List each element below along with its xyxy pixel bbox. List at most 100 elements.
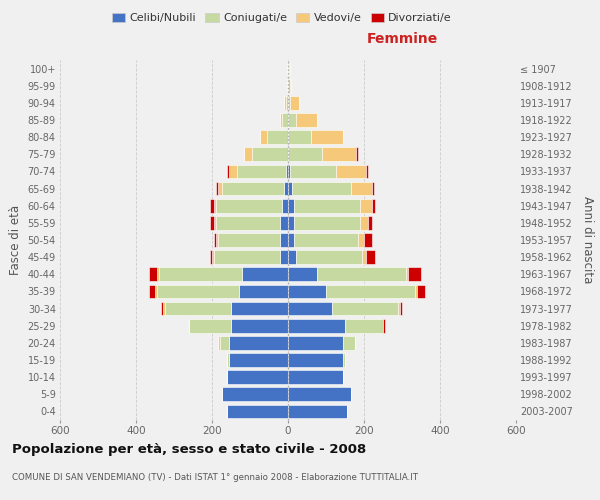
Bar bbox=[362, 250, 366, 264]
Bar bbox=[214, 233, 216, 247]
Bar bbox=[292, 182, 350, 196]
Bar bbox=[210, 216, 214, 230]
Bar bbox=[288, 284, 326, 298]
Bar bbox=[415, 284, 417, 298]
Bar bbox=[218, 336, 220, 349]
Bar bbox=[216, 233, 218, 247]
Bar bbox=[371, 199, 376, 212]
Text: COMUNE DI SAN VENDEMIANO (TV) - Dati ISTAT 1° gennaio 2008 - Elaborazione TUTTIT: COMUNE DI SAN VENDEMIANO (TV) - Dati IST… bbox=[12, 472, 418, 482]
Bar bbox=[288, 96, 290, 110]
Bar bbox=[287, 62, 288, 76]
Bar bbox=[288, 62, 289, 76]
Bar bbox=[286, 164, 288, 178]
Bar bbox=[284, 182, 288, 196]
Bar bbox=[283, 113, 288, 127]
Bar bbox=[317, 268, 406, 281]
Bar bbox=[280, 250, 288, 264]
Bar bbox=[288, 130, 311, 144]
Bar bbox=[210, 199, 214, 212]
Bar bbox=[356, 148, 358, 161]
Bar bbox=[227, 370, 288, 384]
Y-axis label: Anni di nascita: Anni di nascita bbox=[581, 196, 595, 284]
Text: Popolazione per età, sesso e stato civile - 2008: Popolazione per età, sesso e stato civil… bbox=[12, 442, 366, 456]
Bar bbox=[149, 268, 157, 281]
Bar bbox=[288, 388, 350, 401]
Bar bbox=[189, 319, 231, 332]
Bar bbox=[216, 216, 280, 230]
Bar bbox=[288, 336, 343, 349]
Bar bbox=[364, 233, 371, 247]
Bar bbox=[343, 353, 345, 367]
Bar bbox=[332, 302, 398, 316]
Bar bbox=[237, 164, 286, 178]
Bar bbox=[280, 113, 283, 127]
Bar bbox=[218, 233, 280, 247]
Bar bbox=[252, 148, 288, 161]
Bar bbox=[149, 284, 155, 298]
Bar bbox=[398, 302, 400, 316]
Bar bbox=[326, 284, 415, 298]
Bar bbox=[288, 79, 290, 92]
Bar bbox=[400, 302, 402, 316]
Bar bbox=[288, 148, 322, 161]
Bar bbox=[214, 250, 280, 264]
Bar bbox=[220, 336, 229, 349]
Bar bbox=[360, 199, 371, 212]
Bar bbox=[335, 164, 366, 178]
Bar bbox=[227, 164, 229, 178]
Bar bbox=[157, 284, 239, 298]
Bar bbox=[214, 199, 216, 212]
Bar bbox=[366, 250, 376, 264]
Bar bbox=[157, 268, 159, 281]
Bar bbox=[159, 268, 242, 281]
Bar bbox=[155, 284, 157, 298]
Legend: Celibi/Nubili, Coniugati/e, Vedovi/e, Divorziati/e: Celibi/Nubili, Coniugati/e, Vedovi/e, Di… bbox=[107, 8, 457, 28]
Bar bbox=[294, 199, 360, 212]
Bar bbox=[229, 353, 288, 367]
Bar bbox=[290, 96, 299, 110]
Bar bbox=[383, 319, 385, 332]
Bar bbox=[221, 388, 288, 401]
Bar bbox=[164, 302, 231, 316]
Bar bbox=[294, 233, 358, 247]
Bar bbox=[350, 182, 371, 196]
Bar bbox=[294, 216, 360, 230]
Bar bbox=[311, 130, 343, 144]
Bar bbox=[214, 216, 216, 230]
Bar bbox=[221, 182, 284, 196]
Bar bbox=[406, 268, 408, 281]
Bar bbox=[366, 164, 368, 178]
Bar bbox=[290, 164, 335, 178]
Bar bbox=[244, 148, 252, 161]
Bar bbox=[288, 164, 290, 178]
Bar bbox=[284, 96, 286, 110]
Bar bbox=[163, 302, 164, 316]
Bar bbox=[267, 130, 288, 144]
Bar bbox=[288, 370, 343, 384]
Bar bbox=[288, 113, 296, 127]
Bar bbox=[343, 336, 355, 349]
Y-axis label: Fasce di età: Fasce di età bbox=[9, 205, 22, 275]
Bar bbox=[288, 302, 332, 316]
Bar bbox=[288, 250, 296, 264]
Bar bbox=[288, 233, 294, 247]
Text: Femmine: Femmine bbox=[367, 32, 437, 46]
Bar bbox=[288, 216, 294, 230]
Bar bbox=[229, 164, 236, 178]
Bar bbox=[231, 319, 288, 332]
Bar bbox=[161, 302, 163, 316]
Bar bbox=[216, 199, 283, 212]
Bar bbox=[231, 302, 288, 316]
Bar bbox=[371, 182, 373, 196]
Bar bbox=[227, 353, 229, 367]
Bar bbox=[280, 216, 288, 230]
Bar bbox=[296, 250, 362, 264]
Bar bbox=[288, 199, 294, 212]
Bar bbox=[288, 404, 347, 418]
Bar bbox=[360, 216, 368, 230]
Bar bbox=[229, 336, 288, 349]
Bar bbox=[288, 182, 292, 196]
Bar bbox=[417, 284, 425, 298]
Bar bbox=[408, 268, 421, 281]
Bar bbox=[322, 148, 356, 161]
